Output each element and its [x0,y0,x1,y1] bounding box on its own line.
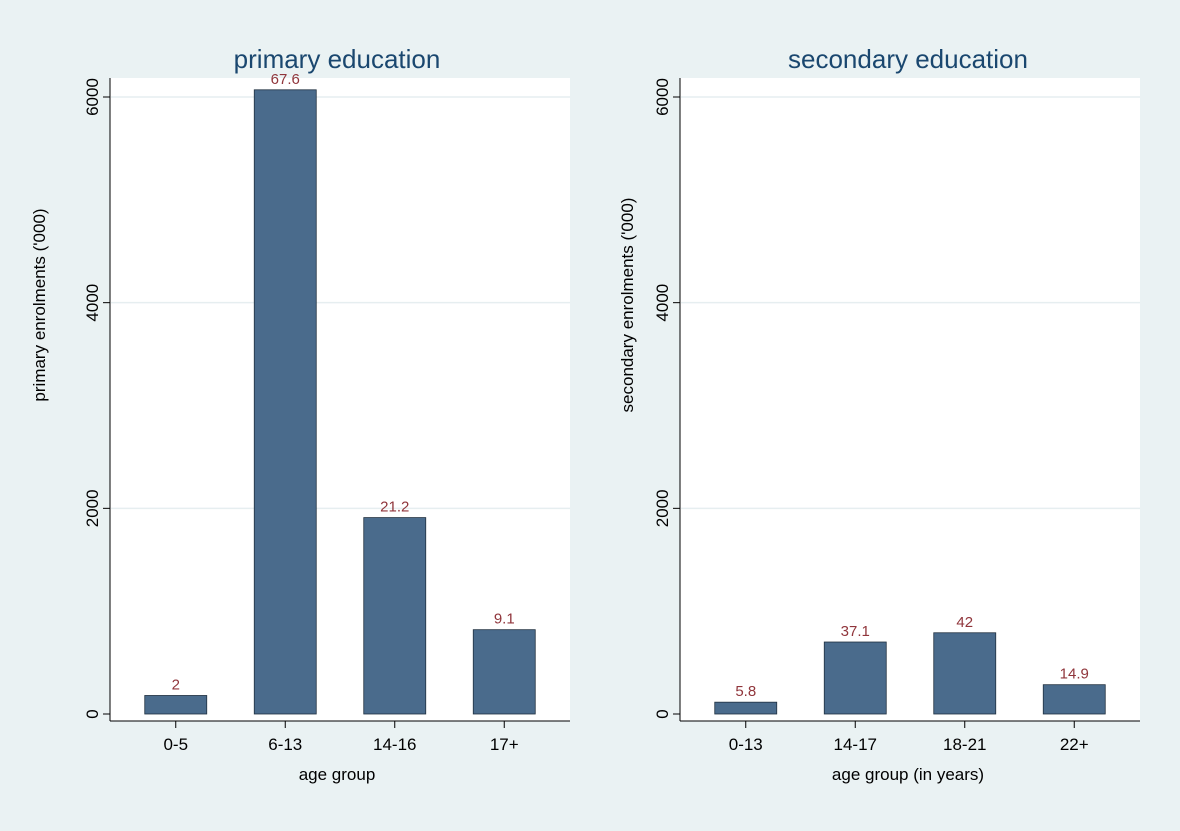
bar-value-label: 37.1 [841,623,870,640]
bar [823,641,887,715]
x-axis-label-primary: age group [299,765,376,784]
bars-secondary: 5.8 37.1 42 14.9 [714,614,1106,715]
bar [144,695,208,715]
x-tick-label: 14-17 [834,735,877,754]
y-tick-label: 0 [83,709,102,718]
bar-value-label: 21.2 [380,499,409,516]
panel-primary: 2 67.6 21.2 9.1 0 2000 4000 6000 0-5 6-13 14-16 1… [30,44,570,784]
x-tick-label: 17+ [490,735,519,754]
y-tick-label: 2000 [653,489,672,527]
bar [933,632,997,715]
x-tick-label: 22+ [1060,735,1089,754]
y-axis-label-primary: primary enrolments ('000) [30,208,49,401]
x-tick-label: 0-13 [729,735,763,754]
y-tick-label: 6000 [83,78,102,116]
plot-area-primary [110,78,570,721]
x-tick-label: 6-13 [268,735,302,754]
x-ticks-secondary: 0-13 14-17 18-21 22+ [729,721,1089,754]
x-axis-label-secondary: age group (in years) [832,765,984,784]
panel-title-secondary: secondary education [788,44,1028,74]
y-ticks-primary: 0 2000 4000 6000 [83,78,110,719]
bar-value-label: 42 [956,614,973,631]
plot-area-secondary [680,78,1140,721]
bar-value-label: 14.9 [1060,666,1089,683]
bar [363,517,427,715]
bar-value-label: 2 [172,676,180,693]
bar-value-label: 67.6 [271,71,300,88]
bar [1042,684,1106,715]
y-ticks-secondary: 0 2000 4000 6000 [653,78,680,719]
bars-primary: 2 67.6 21.2 9.1 [144,71,536,715]
x-tick-label: 0-5 [163,735,188,754]
y-axis-label-secondary: secondary enrolments ('000) [618,198,637,413]
x-tick-label: 18-21 [943,735,986,754]
y-tick-label: 2000 [83,489,102,527]
y-tick-label: 6000 [653,78,672,116]
bar-value-label: 9.1 [494,611,515,628]
bar [253,89,317,715]
x-ticks-primary: 0-5 6-13 14-16 17+ [163,721,519,754]
y-tick-label: 0 [653,709,672,718]
bar [714,701,778,715]
y-tick-label: 4000 [83,284,102,322]
panel-title-primary: primary education [234,44,441,74]
bar [472,629,536,715]
x-tick-label: 14-16 [373,735,416,754]
panel-secondary: 5.8 37.1 42 14.9 0 2000 4000 6000 0-13 14-17 18-… [618,44,1140,784]
gridlines-secondary [681,96,1140,510]
bar-value-label: 5.8 [735,683,756,700]
gridlines-primary [111,96,570,510]
y-tick-label: 4000 [653,284,672,322]
